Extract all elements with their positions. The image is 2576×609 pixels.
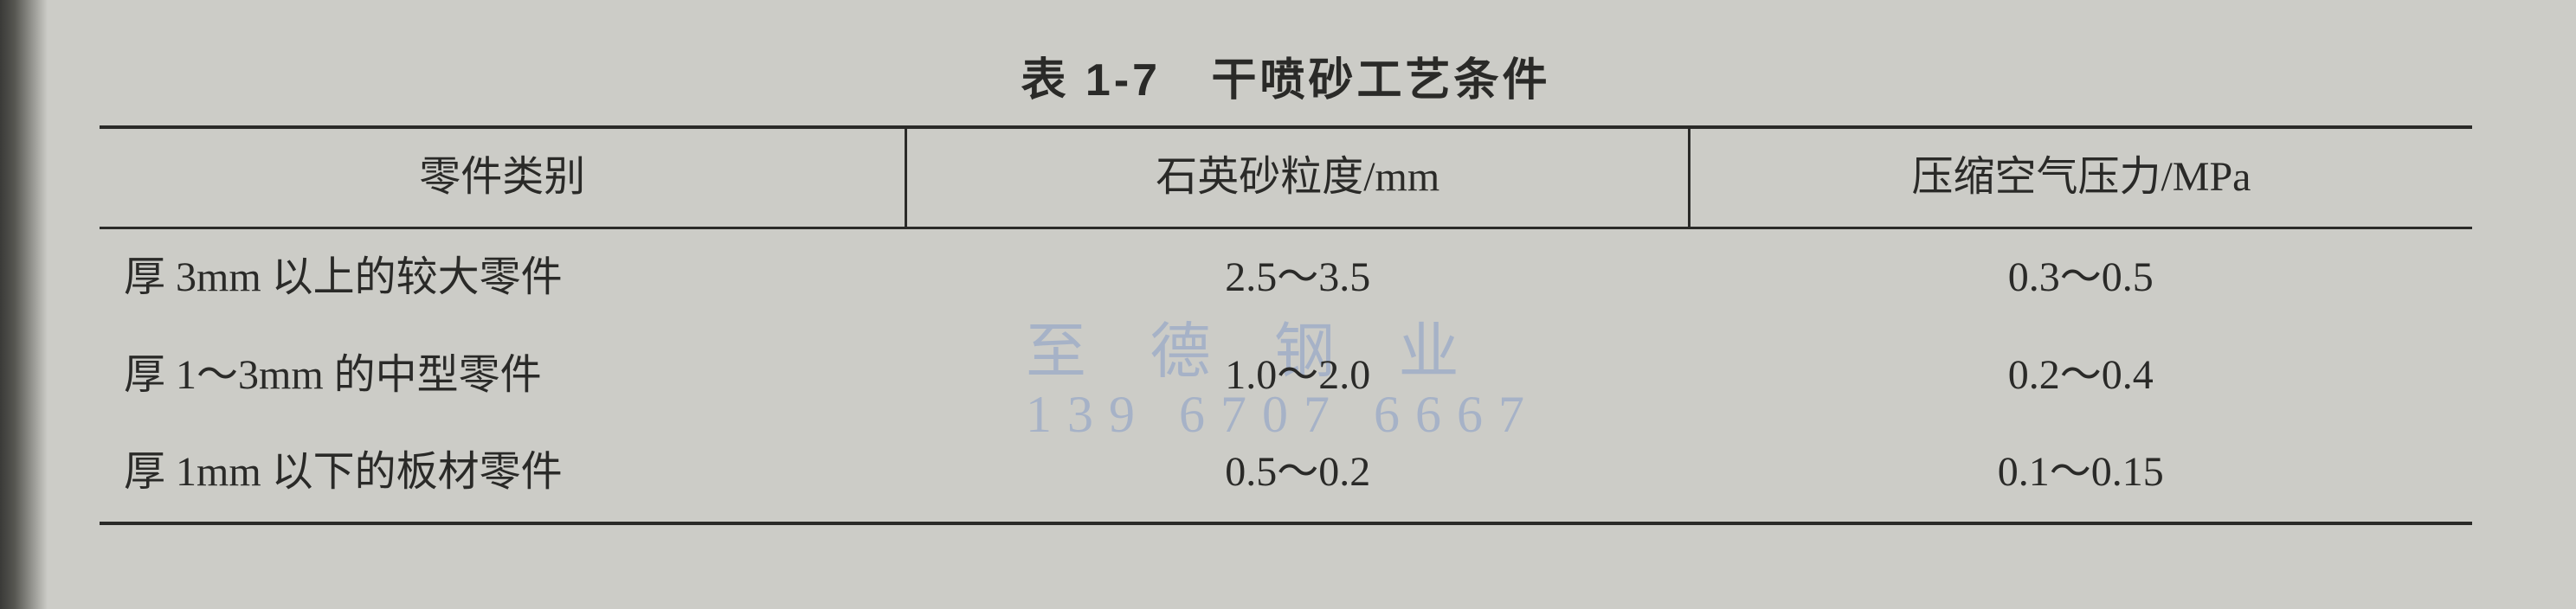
cell-part-type: 厚 1mm 以下的板材零件 <box>100 424 906 523</box>
content-layer: 表 1-7 干喷砂工艺条件 零件类别 石英砂粒度/mm 压缩空气压力/MPa 厚… <box>100 43 2472 525</box>
process-conditions-table: 零件类别 石英砂粒度/mm 压缩空气压力/MPa 厚 3mm 以上的较大零件 2… <box>100 125 2472 525</box>
table-row: 厚 3mm 以上的较大零件 2.5～3.5 0.3～0.5 <box>100 228 2472 326</box>
cell-grain-size: 2.5～3.5 <box>906 228 1690 326</box>
page-container: 至 德 钢 业 139 6707 6667 表 1-7 干喷砂工艺条件 零件类别… <box>48 0 2576 609</box>
col-header-part-type: 零件类别 <box>100 127 906 228</box>
table-number: 表 1-7 <box>1021 55 1161 106</box>
cell-air-pressure: 0.3～0.5 <box>1689 228 2472 326</box>
col-header-air-pressure: 压缩空气压力/MPa <box>1689 127 2472 228</box>
cell-part-type: 厚 3mm 以上的较大零件 <box>100 228 906 326</box>
table-header-row: 零件类别 石英砂粒度/mm 压缩空气压力/MPa <box>100 127 2472 228</box>
table-row: 厚 1mm 以下的板材零件 0.5～0.2 0.1～0.15 <box>100 424 2472 523</box>
table-title: 干喷砂工艺条件 <box>1212 55 1551 106</box>
cell-air-pressure: 0.2～0.4 <box>1689 327 2472 425</box>
cell-grain-size: 1.0～2.0 <box>906 327 1690 425</box>
col-header-grain-size: 石英砂粒度/mm <box>906 127 1690 228</box>
table-caption: 表 1-7 干喷砂工艺条件 <box>100 43 2472 108</box>
cell-air-pressure: 0.1～0.15 <box>1689 424 2472 523</box>
scan-shadow-edge <box>0 0 48 609</box>
table-row: 厚 1～3mm 的中型零件 1.0～2.0 0.2～0.4 <box>100 327 2472 425</box>
cell-grain-size: 0.5～0.2 <box>906 424 1690 523</box>
cell-part-type: 厚 1～3mm 的中型零件 <box>100 327 906 425</box>
